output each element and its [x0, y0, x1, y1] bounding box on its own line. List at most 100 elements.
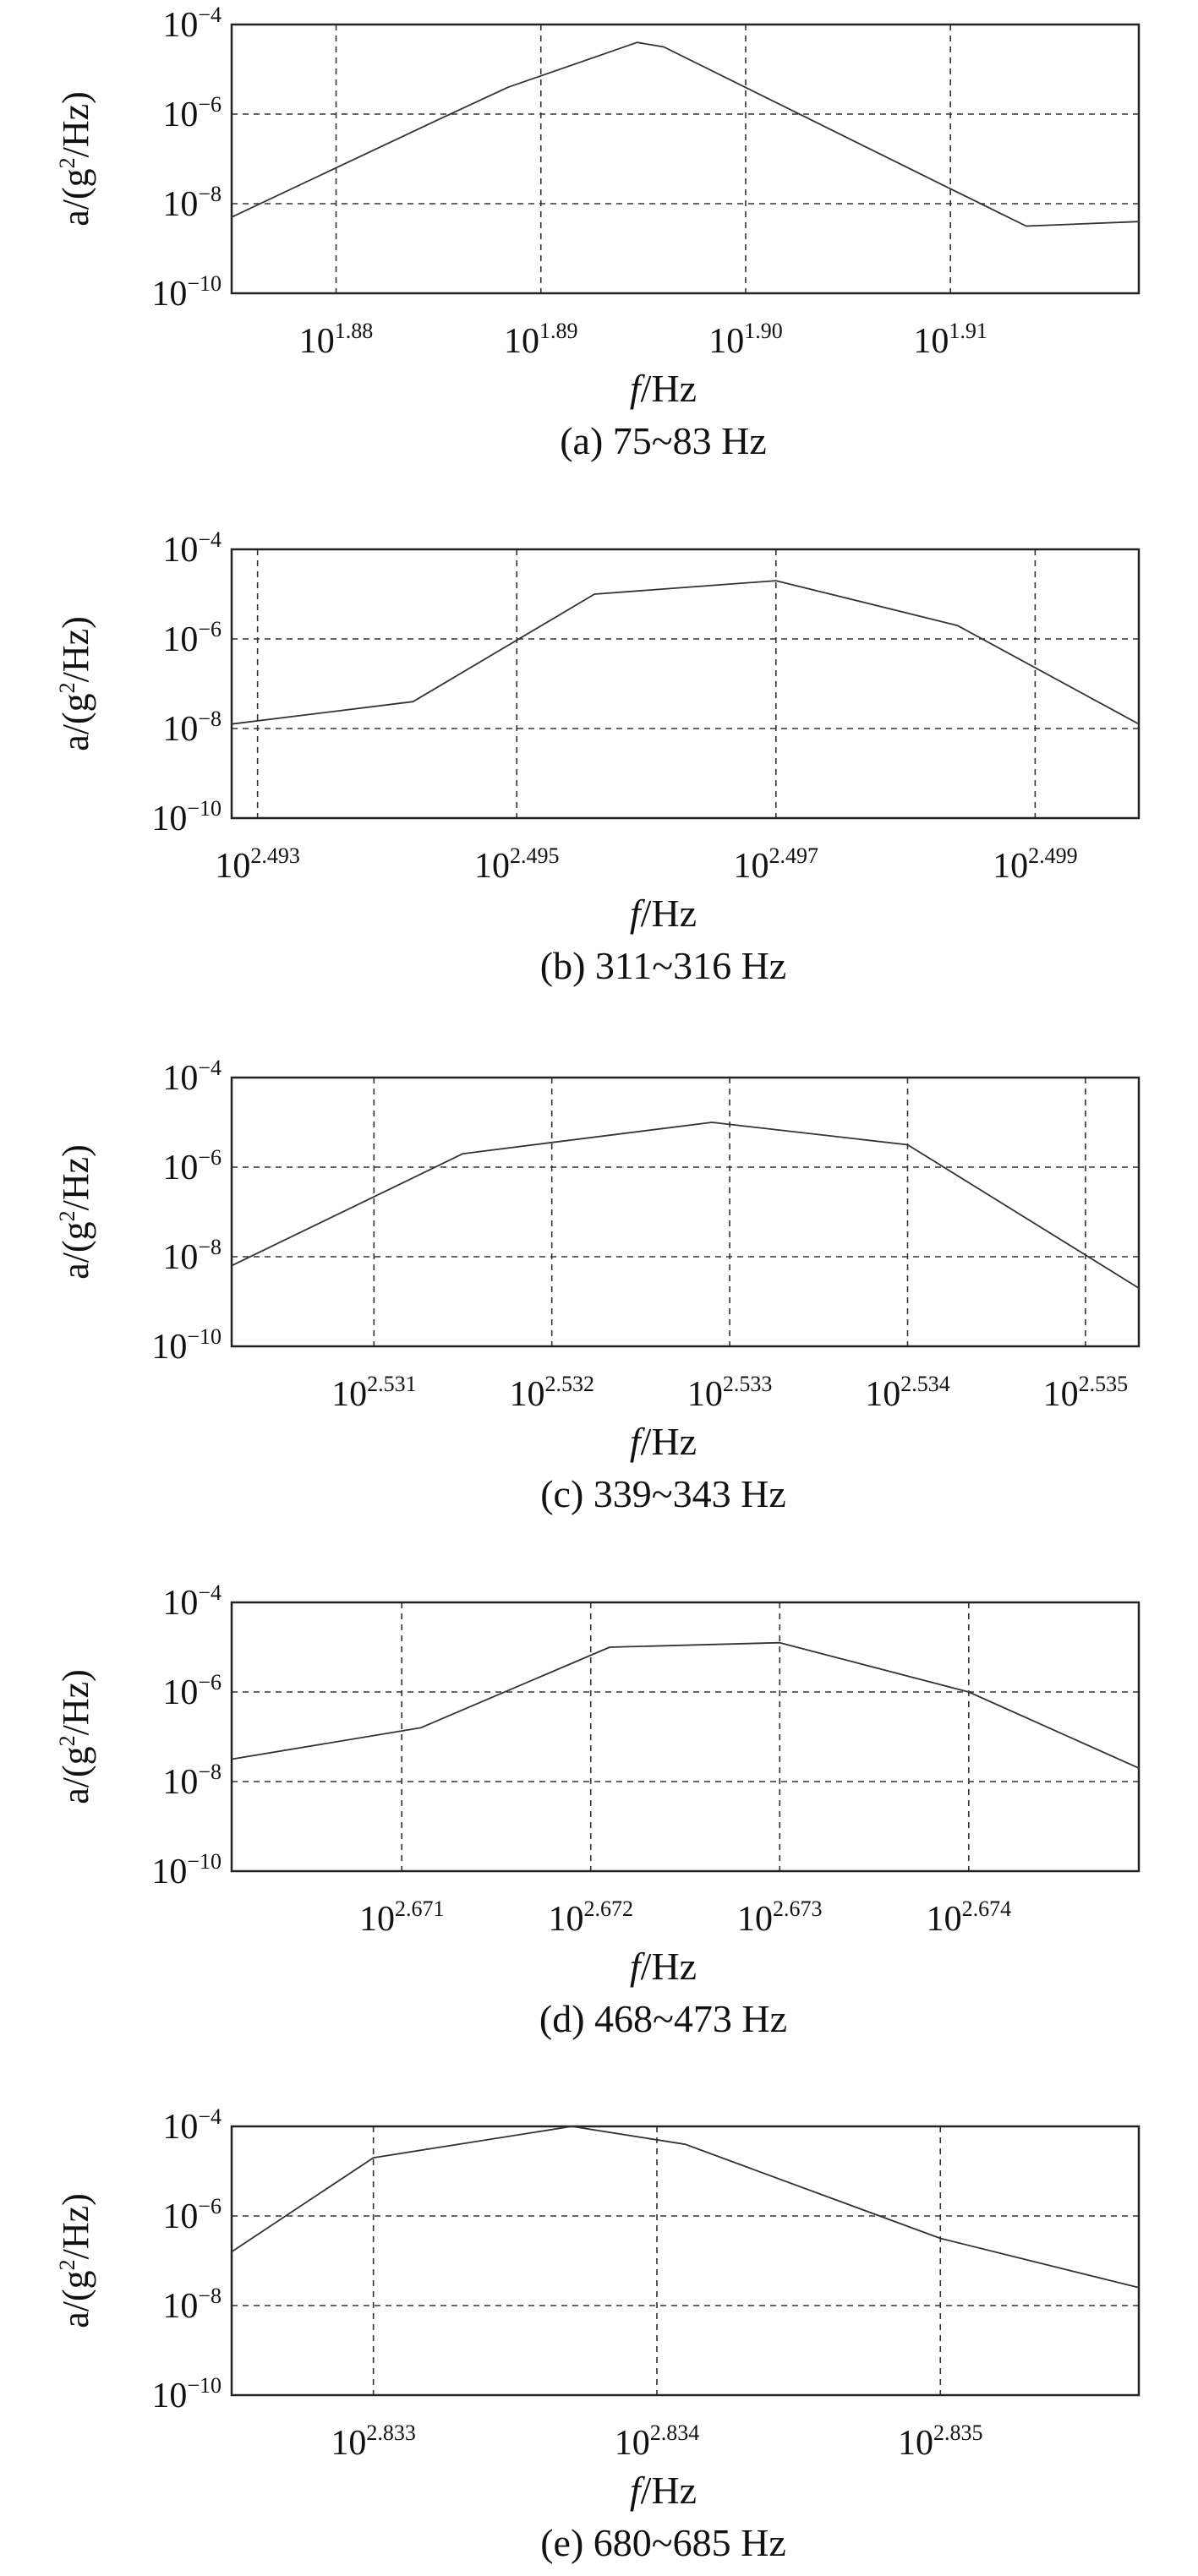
x-tick-base: 10: [615, 2424, 650, 2463]
x-tick-exponent: 2.533: [723, 1372, 773, 1396]
x-tick-base: 10: [865, 1375, 900, 1414]
x-tick-base: 10: [359, 1900, 395, 1939]
chart-panel-d: 102.671 102.672 102.673 102.67410−410−610−8…: [55, 1580, 1141, 2040]
y-tick-label: 10−4: [162, 2104, 222, 2147]
y-tick-base: 10: [162, 710, 198, 749]
y-tick-exponent: −4: [198, 2104, 222, 2129]
x-tick-label: 101.91: [913, 319, 987, 361]
y-tick-base: 10: [162, 531, 198, 570]
x-tick-label: 102.673: [737, 1897, 823, 1939]
x-tick-base: 10: [509, 1375, 544, 1414]
plot-frame: [230, 1076, 1141, 1348]
y-tick-exponent: −6: [198, 92, 222, 117]
y-axis-label: a/(g2/Hz): [55, 2193, 96, 2328]
y-tick-base: 10: [162, 620, 198, 659]
y-tick-label: 10−10: [151, 1324, 222, 1367]
x-axis-label: f/Hz: [630, 367, 697, 410]
y-tick-base: 10: [162, 2108, 198, 2147]
y-axis-label: a/(g2/Hz): [55, 616, 96, 751]
panel-caption: (a) 75~83 Hz: [560, 419, 767, 462]
x-tick-exponent: 2.674: [962, 1897, 1012, 1921]
x-tick-base: 10: [737, 1900, 773, 1939]
x-tick-label: 102.531: [331, 1372, 417, 1414]
panel-caption: (e) 680~685 Hz: [540, 2521, 786, 2564]
y-tick-base: 10: [162, 96, 198, 134]
y-tick-exponent: −8: [198, 707, 222, 731]
x-tick-base: 10: [299, 322, 335, 361]
x-tick-exponent: 2.497: [769, 843, 819, 868]
y-tick-exponent: −6: [198, 617, 222, 641]
series-line: [231, 2126, 1140, 2289]
x-tick-base: 10: [898, 2424, 933, 2463]
y-axis-label-pre: a/(g: [55, 1221, 96, 1279]
y-tick-base: 10: [162, 2197, 198, 2236]
y-tick-base: 10: [151, 2377, 187, 2415]
y-axis-label-sup: 2: [55, 157, 79, 168]
y-tick-base: 10: [162, 1059, 198, 1098]
y-axis-label-pre: a/(g: [55, 2270, 96, 2328]
x-axis-label: f/Hz: [630, 2469, 697, 2512]
y-tick-label: 10−6: [162, 1145, 222, 1187]
y-tick-base: 10: [162, 1584, 198, 1623]
x-tick-label: 101.89: [504, 319, 578, 361]
y-tick-label: 10−10: [151, 1849, 222, 1891]
series-line: [231, 41, 1140, 227]
x-tick-label: 102.671: [359, 1897, 445, 1939]
y-tick-label: 10−8: [162, 182, 222, 224]
x-tick-base: 10: [708, 322, 744, 361]
y-tick-exponent: −8: [198, 182, 222, 206]
y-tick-label: 10−10: [151, 271, 222, 314]
x-tick-base: 10: [474, 847, 510, 886]
x-axis-label: f/Hz: [630, 1420, 697, 1463]
x-tick-exponent: 2.673: [773, 1897, 823, 1921]
y-tick-label: 10−6: [162, 2194, 222, 2236]
y-tick-exponent: −4: [198, 3, 222, 27]
x-tick-exponent: 1.90: [744, 319, 783, 343]
y-tick-exponent: −4: [198, 527, 222, 552]
x-tick-base: 10: [548, 1900, 583, 1939]
y-tick-exponent: −8: [198, 1760, 222, 1784]
x-tick-exponent: 2.531: [367, 1372, 417, 1396]
y-tick-exponent: −8: [198, 1235, 222, 1259]
x-tick-base: 10: [331, 2424, 366, 2463]
plot-frame: [230, 2125, 1141, 2397]
y-axis-label-post: /Hz): [55, 1144, 96, 1210]
x-tick-exponent: 2.495: [510, 843, 560, 868]
x-tick-base: 10: [927, 1900, 962, 1939]
series-line: [231, 580, 1140, 725]
x-axis-label-rest: /Hz: [641, 1945, 697, 1988]
x-axis-label-rest: /Hz: [641, 1420, 697, 1463]
x-tick-base: 10: [1043, 1375, 1079, 1414]
x-axis-label-rest: /Hz: [641, 2469, 697, 2512]
y-tick-exponent: −10: [187, 1849, 222, 1874]
y-tick-exponent: −10: [187, 796, 222, 821]
y-tick-exponent: −6: [198, 1145, 222, 1170]
x-tick-label: 102.533: [687, 1372, 773, 1414]
x-axis-label: f/Hz: [630, 892, 697, 935]
x-tick-base: 10: [687, 1375, 723, 1414]
y-axis-label-post: /Hz): [55, 91, 96, 157]
y-tick-label: 10−4: [162, 1580, 222, 1623]
y-tick-base: 10: [162, 1238, 198, 1277]
chart-panel-a: 101.88 101.89 101.90 101.9110−410−610−810−1…: [55, 3, 1141, 462]
y-axis-label-pre: a/(g: [55, 693, 96, 750]
plot-frame: [230, 23, 1141, 295]
y-axis-label-pre: a/(g: [55, 168, 96, 226]
y-tick-exponent: −8: [198, 2284, 222, 2308]
chart-panel-b: 102.493 102.495 102.497 102.49910−410−610−8…: [55, 527, 1141, 987]
y-axis-label-post: /Hz): [55, 2193, 96, 2259]
x-tick-label: 102.499: [993, 843, 1078, 886]
y-axis-label-pre: a/(g: [55, 1746, 96, 1804]
y-axis-label-sup: 2: [55, 2259, 79, 2270]
x-tick-label: 102.833: [331, 2420, 416, 2463]
y-tick-base: 10: [162, 185, 198, 224]
y-axis-label-sup: 2: [55, 682, 79, 693]
y-axis-label: a/(g2/Hz): [55, 1669, 96, 1804]
y-tick-label: 10−6: [162, 1670, 222, 1712]
x-tick-exponent: 1.88: [335, 319, 374, 343]
y-axis-label: a/(g2/Hz): [55, 1144, 96, 1280]
y-tick-exponent: −6: [198, 1670, 222, 1695]
y-tick-label: 10−10: [151, 2373, 222, 2415]
y-tick-base: 10: [151, 275, 187, 314]
